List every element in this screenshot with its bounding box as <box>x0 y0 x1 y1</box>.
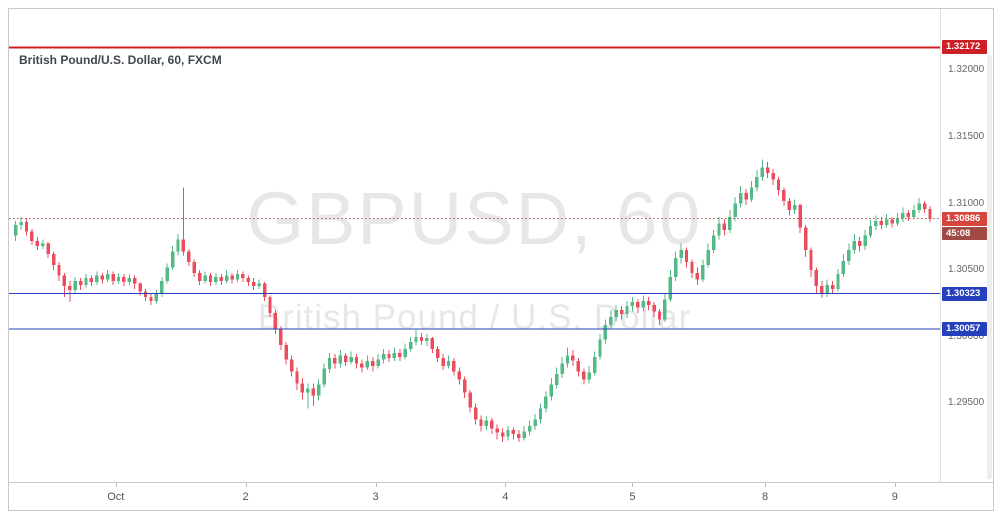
time-tick-label: 4 <box>502 491 509 503</box>
time-tick-mark <box>632 483 634 487</box>
time-tick-mark <box>375 483 377 487</box>
time-tick-mark <box>245 483 247 487</box>
price-levels[interactable] <box>9 46 940 330</box>
support-level-2-badge[interactable]: 1.30057 <box>942 322 987 337</box>
price-tick-label: 1.31000 <box>948 197 985 209</box>
time-tick-mark <box>765 483 766 487</box>
price-tick-label: 1.32000 <box>948 64 985 76</box>
resistance-level-badge[interactable]: 1.32172 <box>942 40 987 55</box>
price-tick-label: 1.30500 <box>948 264 985 276</box>
time-axis[interactable]: Oct 2 3 4 5 8 9 <box>9 482 993 510</box>
countdown-badge: 45:08 <box>942 226 987 240</box>
candlestick-svg <box>9 46 940 442</box>
time-tick-mark <box>894 483 896 487</box>
time-tick-label: 5 <box>629 491 636 503</box>
current-price-badge[interactable]: 1.30886 <box>942 211 987 226</box>
price-tick-label: 1.30000 <box>948 330 985 342</box>
scrollbar[interactable] <box>987 55 992 479</box>
watermark-name: British Pound / U.S. Dollar <box>257 298 692 337</box>
price-axis[interactable]: 1.32000 1.31500 1.31000 1.30500 1.30000 1.295… <box>940 9 993 482</box>
chart-panel: GBPUSD, 60 British Pound / U.S. Dollar B… <box>8 8 994 511</box>
chart-plot-area[interactable]: GBPUSD, 60 British Pound / U.S. Dollar B… <box>9 9 940 482</box>
price-tick-label: 1.29500 <box>948 397 985 409</box>
price-tick-label: 1.31500 <box>948 130 985 142</box>
time-tick-label: 2 <box>242 491 249 503</box>
chart-legend-title: British Pound/U.S. Dollar, 60, FXCM <box>19 53 222 67</box>
time-tick-label: 9 <box>891 491 898 503</box>
support-level-1-badge[interactable]: 1.30323 <box>942 286 987 301</box>
time-tick-mark <box>115 483 117 487</box>
time-tick-mark <box>505 483 507 487</box>
candles <box>14 159 932 442</box>
time-tick-label: Oct <box>107 491 125 503</box>
time-tick-label: 8 <box>761 491 769 503</box>
time-tick-label: 3 <box>372 491 379 503</box>
